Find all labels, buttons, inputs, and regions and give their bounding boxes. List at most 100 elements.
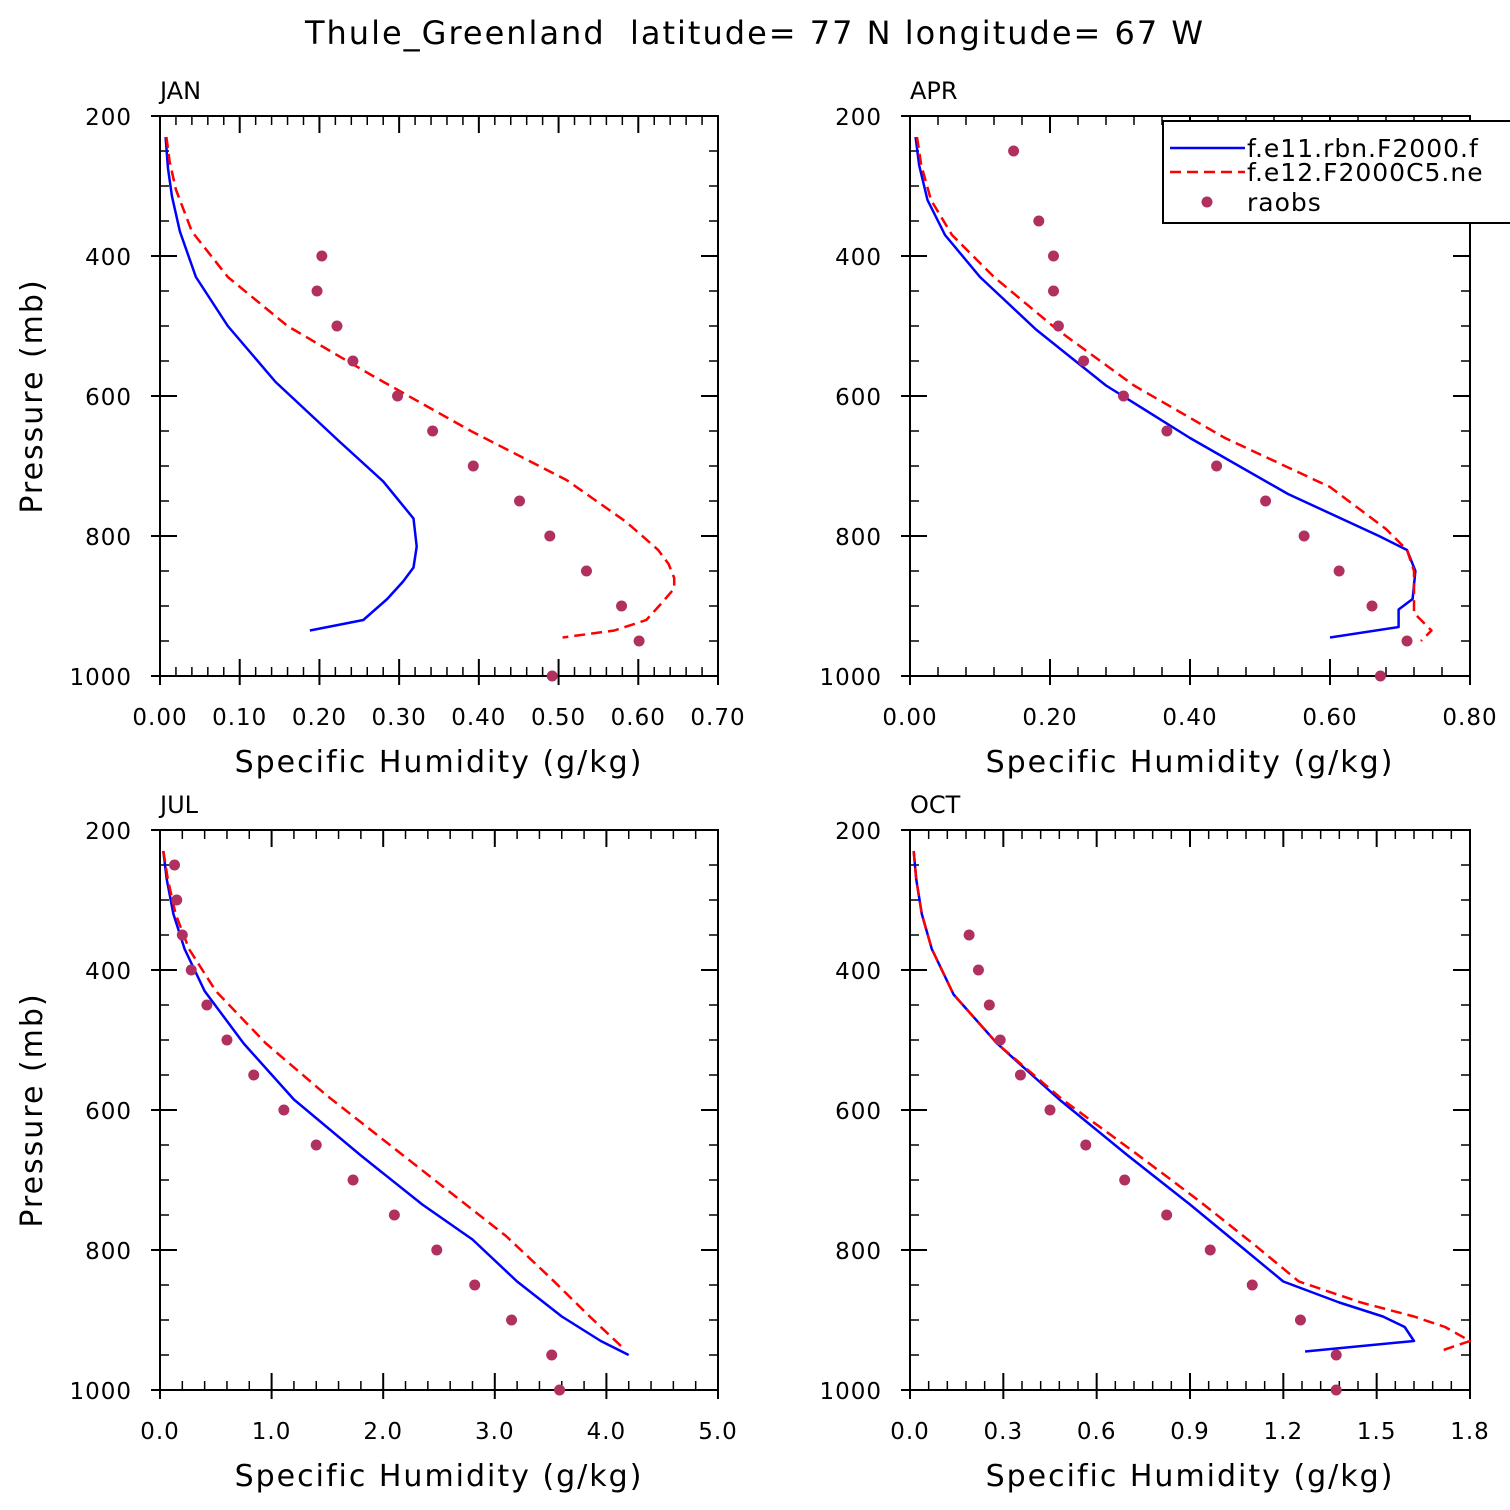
x-tick-label: 0.40: [1162, 705, 1217, 731]
series-raobs: [311, 250, 645, 682]
raobs-point: [1401, 635, 1413, 647]
y-tick-label: 200: [835, 105, 882, 131]
x-tick-label: 0.60: [611, 705, 666, 731]
x-tick-label: 0.3: [984, 1419, 1024, 1445]
raobs-point: [201, 999, 213, 1011]
y-tick-label: 800: [85, 525, 132, 551]
raobs-point: [506, 1314, 518, 1326]
series-f-e11-line: [164, 136, 418, 632]
raobs-point: [316, 250, 328, 262]
y-tick-label: 400: [835, 245, 882, 271]
x-tick-label: 0.80: [1442, 705, 1497, 731]
raobs-point: [1333, 565, 1345, 577]
x-axis-title: Specific Humidity (g/kg): [986, 745, 1395, 780]
series-raobs: [1008, 145, 1413, 682]
x-axis-title: Specific Humidity (g/kg): [235, 1459, 644, 1494]
x-axis-title: Specific Humidity (g/kg): [235, 745, 644, 780]
raobs-point: [972, 964, 984, 976]
raobs-point: [633, 635, 645, 647]
x-tick-label: 0.50: [531, 705, 586, 731]
raobs-point: [1366, 600, 1378, 612]
raobs-point: [1008, 145, 1020, 157]
series-f-e11-line: [914, 136, 1417, 639]
series-raobs: [169, 859, 566, 1396]
raobs-point: [1119, 1174, 1131, 1186]
y-tick-label: 600: [835, 1099, 882, 1125]
raobs-point: [580, 565, 592, 577]
raobs-point: [221, 1034, 233, 1046]
raobs-point: [1044, 1104, 1056, 1116]
legend-item: f.e11.rbn.F2000.f: [1170, 134, 1478, 163]
y-tick-label: 1000: [819, 1379, 882, 1405]
raobs-point: [347, 1174, 359, 1186]
raobs-point: [176, 929, 188, 941]
raobs-point: [1161, 425, 1173, 437]
raobs-point: [1078, 355, 1090, 367]
y-tick-label: 200: [835, 819, 882, 845]
x-tick-label: 0.00: [882, 705, 937, 731]
legend-item: f.e12.F2000C5.ne: [1170, 158, 1483, 187]
raobs-point: [1052, 320, 1064, 332]
x-tick-label: 0.6: [1077, 1419, 1117, 1445]
raobs-point: [1330, 1384, 1342, 1396]
raobs-point: [248, 1069, 260, 1081]
plot-frame: [159, 115, 719, 677]
x-tick-label: 0.30: [372, 705, 427, 731]
raobs-point: [1118, 390, 1129, 402]
x-tick-label: 1.5: [1357, 1419, 1397, 1445]
series-f-e12-line: [162, 850, 624, 1349]
series-f-e11-line: [912, 850, 1416, 1353]
raobs-point: [1211, 460, 1223, 472]
raobs-point: [1298, 530, 1310, 542]
x-axis-title: Specific Humidity (g/kg): [986, 1459, 1395, 1494]
panel-label: APR: [910, 77, 958, 105]
x-tick-label: 5.0: [698, 1419, 738, 1445]
raobs-point: [1033, 215, 1045, 227]
y-tick-label: 1000: [69, 1379, 132, 1405]
legend-box: [1162, 120, 1510, 224]
raobs-point: [388, 1209, 400, 1221]
panel-label: JAN: [158, 77, 201, 105]
panel-jan: 0.00 0.10 0.20 0.30 0.40 0.50 0.60 0.70 200 400 60…: [15, 77, 745, 780]
raobs-point: [554, 1384, 566, 1396]
raobs-point: [963, 929, 975, 941]
raobs-point: [469, 1279, 481, 1291]
y-tick-label: 400: [85, 245, 132, 271]
raobs-point: [427, 425, 439, 437]
y-tick-label: 800: [835, 525, 882, 551]
raobs-point: [467, 460, 479, 472]
y-tick-label: 200: [85, 105, 132, 131]
x-tick-label: 0.9: [1170, 1419, 1210, 1445]
legend-item: raobs: [1201, 188, 1321, 217]
y-tick-label: 400: [835, 959, 882, 985]
raobs-point: [1330, 1349, 1342, 1361]
x-tick-label: 2.0: [363, 1419, 403, 1445]
y-tick-label: 800: [85, 1239, 132, 1265]
raobs-point: [1048, 250, 1059, 262]
panel-label: OCT: [910, 791, 961, 819]
x-tick-label: 0.00: [132, 705, 187, 731]
raobs-point: [310, 1139, 322, 1151]
x-tick-label: 0.60: [1302, 705, 1357, 731]
y-tick-label: 600: [835, 385, 882, 411]
y-tick-label: 600: [85, 1099, 132, 1125]
raobs-point: [546, 1349, 558, 1361]
y-tick-label: 600: [85, 385, 132, 411]
raobs-point: [994, 1034, 1006, 1046]
raobs-point: [544, 530, 556, 542]
raobs-point: [546, 670, 558, 682]
x-tick-label: 0.10: [212, 705, 267, 731]
series-f-e12-line: [912, 850, 1472, 1353]
raobs-point: [431, 1244, 443, 1256]
plot-frame: [159, 829, 719, 1391]
raobs-point: [1161, 1209, 1173, 1221]
raobs-point: [616, 600, 628, 612]
x-tick-label: 1.2: [1264, 1419, 1304, 1445]
series-f-e12-line: [165, 136, 676, 639]
raobs-point: [983, 999, 995, 1011]
raobs-point: [1204, 1244, 1216, 1256]
raobs-point: [1260, 495, 1272, 507]
panel-label: JUL: [158, 791, 199, 819]
